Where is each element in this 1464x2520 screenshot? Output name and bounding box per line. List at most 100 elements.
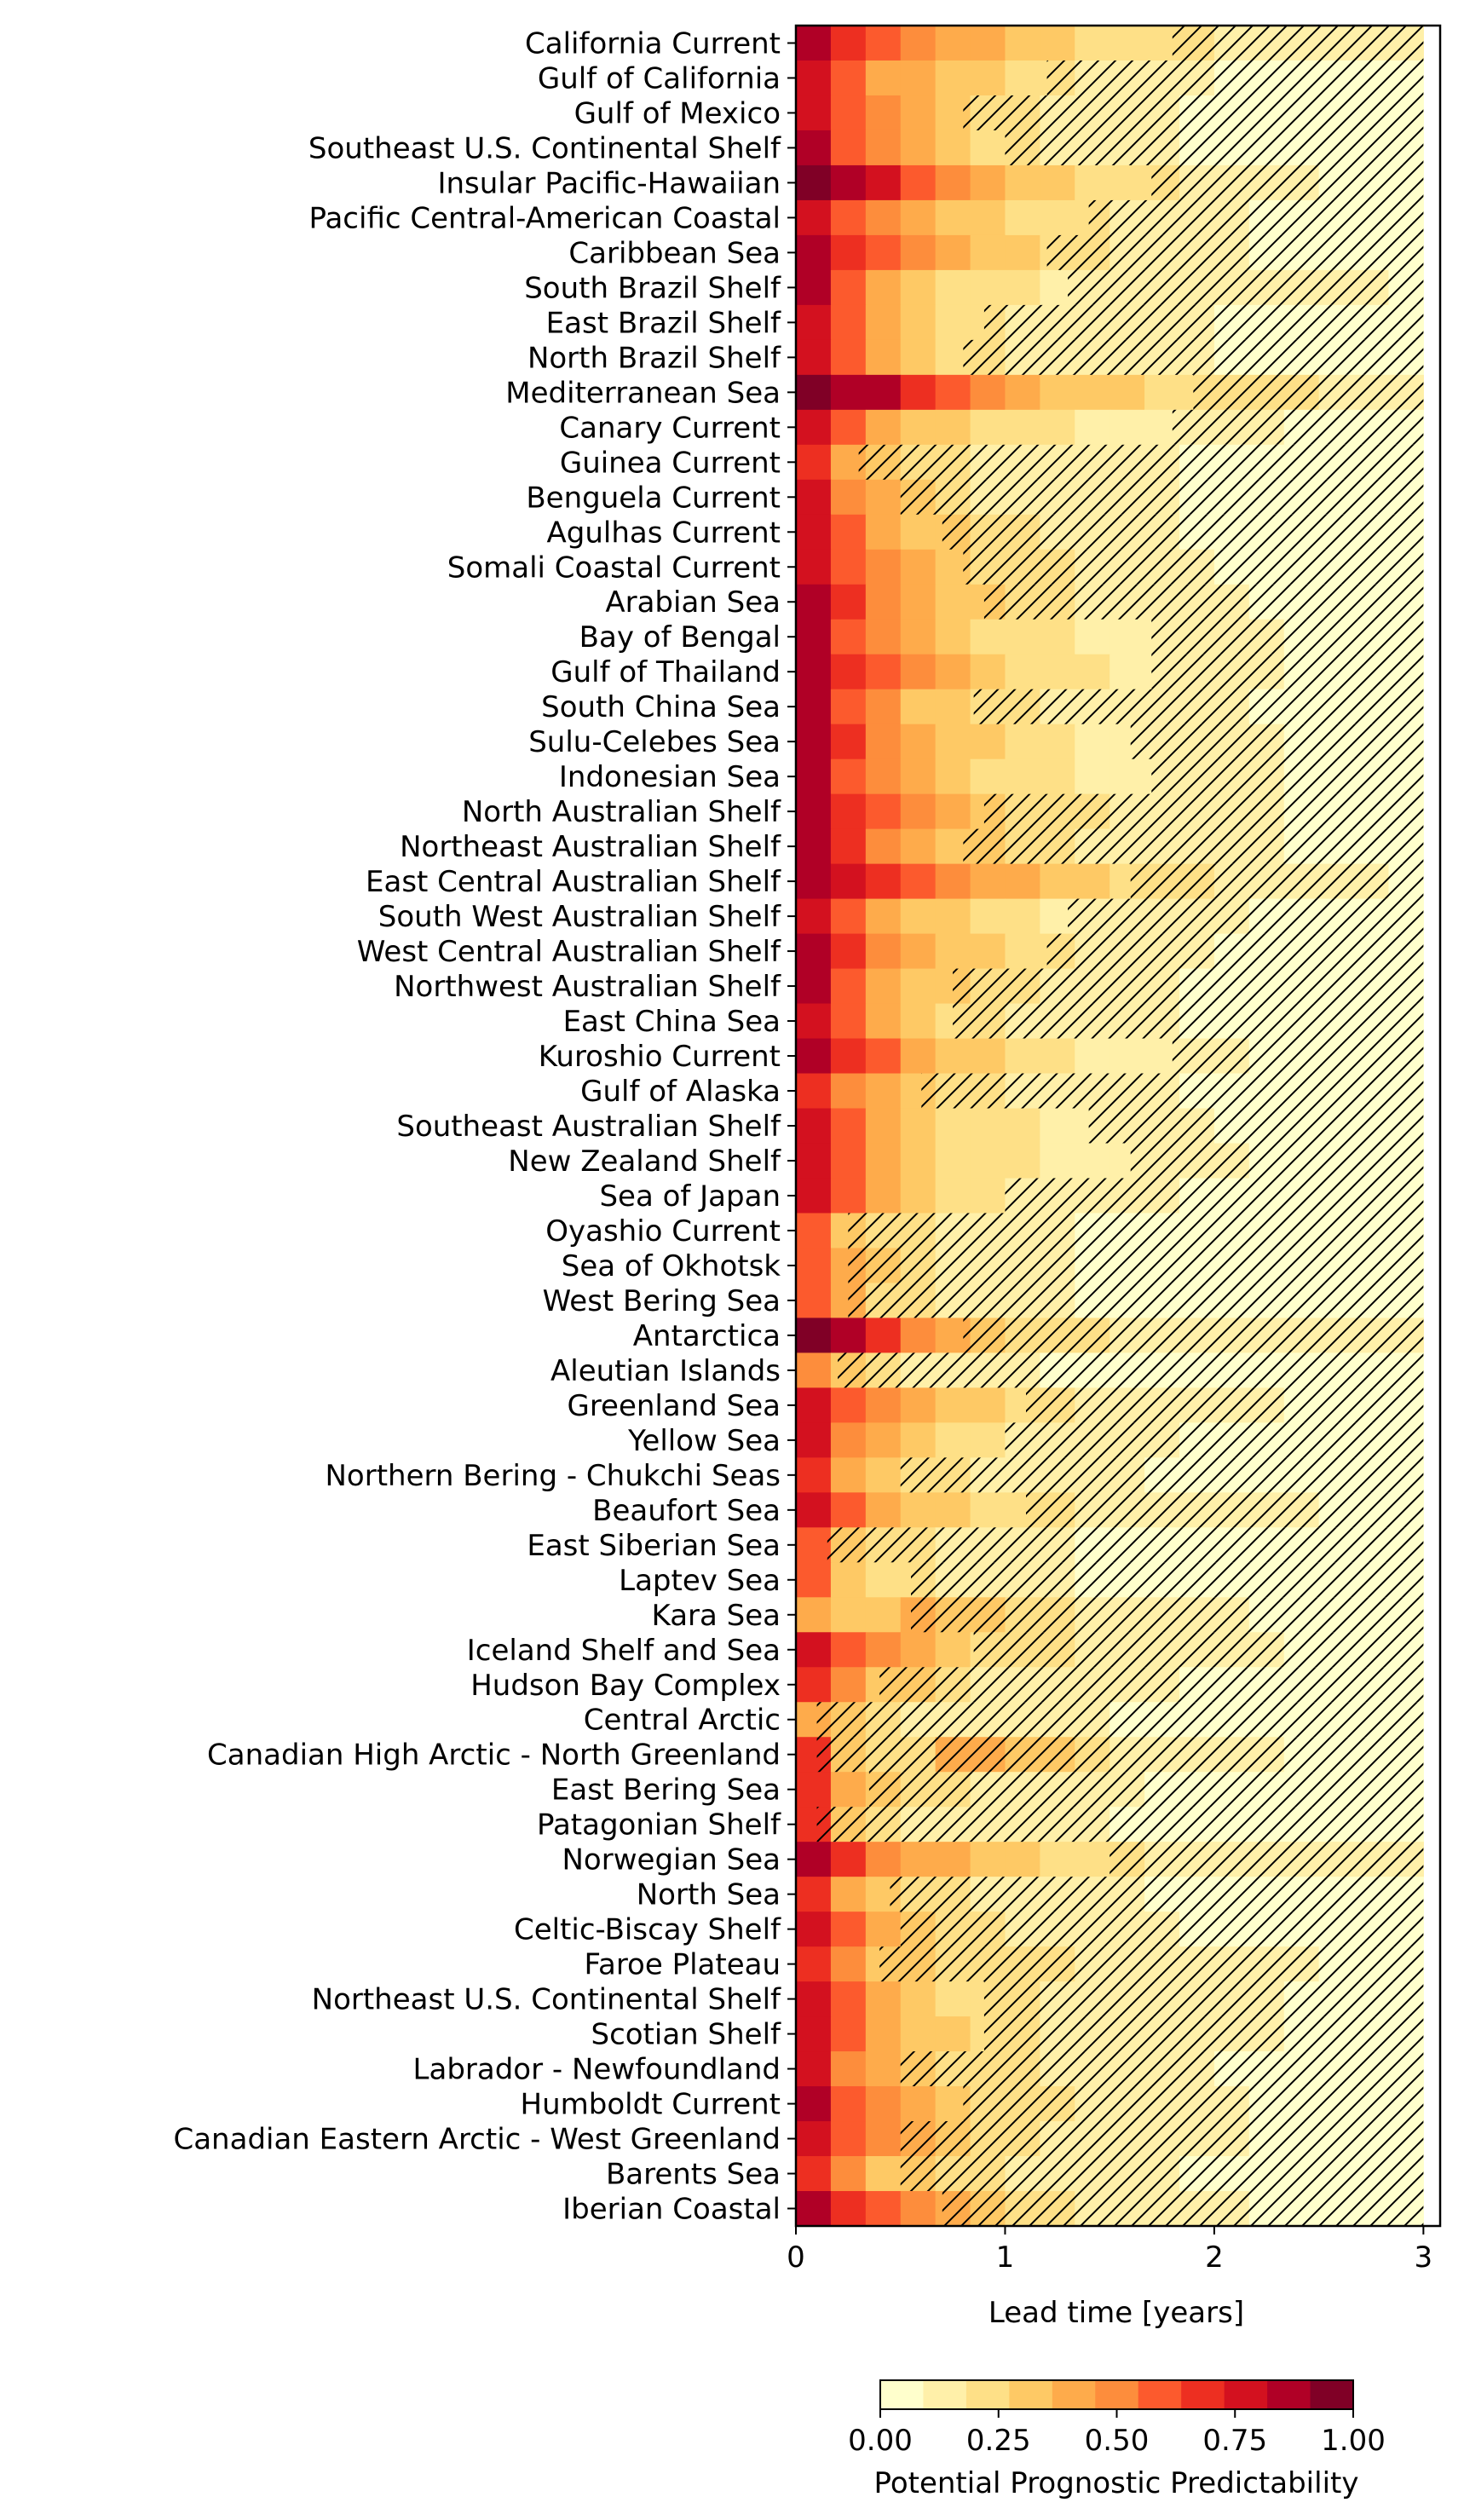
- heatmap-cell: [865, 1492, 902, 1528]
- heatmap-cell: [865, 758, 902, 795]
- heatmap-cell: [970, 933, 1006, 970]
- heatmap-cell: [796, 130, 832, 166]
- heatmap-cell: [796, 164, 832, 201]
- heatmap-cell: [1005, 269, 1040, 306]
- heatmap-cell: [796, 1003, 832, 1040]
- hatch-area: [973, 689, 1424, 724]
- heatmap-cell: [935, 1422, 971, 1458]
- heatmap-cell: [830, 2016, 867, 2052]
- heatmap-cell: [970, 164, 1006, 201]
- heatmap-cell: [865, 199, 902, 236]
- heatmap-cell: [796, 1912, 832, 1947]
- heatmap-cell: [900, 514, 937, 551]
- heatmap-cell: [935, 863, 971, 900]
- heatmap-cell: [796, 199, 832, 236]
- region-label: Sea of Japan: [599, 1179, 781, 1214]
- hatch-area: [900, 1912, 1424, 1947]
- heatmap-cell: [900, 1108, 937, 1145]
- region-label: Northeast Australian Shelf: [400, 830, 781, 864]
- heatmap-cell: [1110, 409, 1145, 446]
- heatmap-cell: [900, 1422, 937, 1458]
- heatmap-cell: [865, 828, 902, 865]
- region-label: California Current: [525, 26, 781, 61]
- heatmap-cell: [935, 584, 971, 620]
- heatmap-cell: [796, 1283, 832, 1319]
- heatmap-cell: [1075, 1143, 1110, 1179]
- colorbar-segment: [923, 2380, 967, 2409]
- region-label: Iberian Coastal: [562, 2193, 781, 2227]
- heatmap-cell: [1040, 164, 1075, 201]
- region-label: Kara Sea: [652, 1599, 781, 1633]
- heatmap-cell: [865, 619, 902, 655]
- heatmap-cell: [796, 1108, 832, 1145]
- heatmap-cell: [935, 1632, 971, 1668]
- heatmap-cell: [900, 60, 937, 96]
- heatmap-cell: [830, 1073, 867, 1110]
- heatmap-cell: [830, 304, 867, 341]
- heatmap-cell: [935, 724, 971, 760]
- heatmap-cell: [830, 584, 867, 620]
- heatmap-cell: [865, 2051, 902, 2087]
- heatmap-cell: [796, 1772, 832, 1808]
- region-label: Caribbean Sea: [568, 236, 781, 270]
- hatch-area: [1026, 1387, 1424, 1423]
- hatch-area: [848, 1283, 1424, 1318]
- heatmap-cell: [1110, 654, 1145, 690]
- heatmap-cell: [830, 1912, 867, 1947]
- region-label: Northeast U.S. Continental Shelf: [312, 1983, 781, 2017]
- colorbar-segment: [1095, 2380, 1139, 2409]
- heatmap-cell: [1075, 409, 1110, 446]
- heatmap-cell: [796, 1387, 832, 1423]
- hatch-area: [900, 479, 1424, 515]
- heatmap-cell: [796, 619, 832, 655]
- heatmap-cell: [1005, 654, 1040, 690]
- region-label: Antarctica: [633, 1319, 781, 1353]
- hatch-area: [838, 1352, 1424, 1388]
- heatmap-cell: [970, 26, 1006, 61]
- heatmap-cell: [900, 933, 937, 970]
- heatmap-cell: [830, 2051, 867, 2087]
- hatch-area: [1068, 269, 1424, 305]
- heatmap-cell: [865, 2156, 902, 2192]
- heatmap-cell: [1110, 26, 1145, 61]
- heatmap-cell: [1075, 164, 1110, 201]
- heatmap-cell: [1040, 1842, 1075, 1877]
- region-label: Central Arctic: [584, 1704, 781, 1738]
- region-label: Kuroshio Current: [539, 1040, 781, 1074]
- heatmap-cell: [865, 26, 902, 61]
- heatmap-cell: [865, 724, 902, 760]
- heatmap-cell: [830, 2121, 867, 2157]
- heatmap-cell: [830, 828, 867, 865]
- heatmap-cell: [796, 689, 832, 725]
- heatmap-cell: [865, 269, 902, 306]
- x-tick-label: 3: [1415, 2240, 1433, 2275]
- heatmap-cell: [970, 1038, 1006, 1075]
- heatmap-cell: [796, 1562, 832, 1598]
- heatmap-cell: [1005, 60, 1040, 96]
- region-label: Canadian Eastern Arctic - West Greenland: [173, 2123, 781, 2157]
- hatch-area: [816, 1807, 1424, 1842]
- heatmap-cell: [1005, 1108, 1040, 1145]
- heatmap-cell: [796, 549, 832, 585]
- region-label: South West Australian Shelf: [378, 900, 781, 934]
- heatmap-cell: [865, 1178, 902, 1214]
- heatmap-cell: [796, 898, 832, 935]
- heatmap-cell: [970, 1178, 1006, 1214]
- heatmap-cell: [970, 863, 1006, 900]
- region-label: Bay of Bengal: [579, 620, 781, 655]
- heatmap-cell: [865, 1562, 902, 1598]
- hatch-area: [848, 1213, 1424, 1248]
- hatch-area: [1172, 409, 1424, 445]
- colorbar-tick-label: 0.00: [848, 2424, 913, 2458]
- hatch-area: [1005, 130, 1424, 165]
- heatmap-cell: [900, 793, 937, 830]
- hatch-area: [1172, 26, 1424, 61]
- hatch-area: [963, 828, 1424, 864]
- heatmap-cell: [935, 1143, 971, 1179]
- hatch-area: [942, 2191, 1424, 2226]
- heatmap-cell: [796, 758, 832, 795]
- heatmap-cell: [935, 898, 971, 935]
- hatch-area: [1110, 1842, 1424, 1877]
- region-label: Gulf of Thailand: [550, 655, 781, 689]
- heatmap-cell: [900, 234, 937, 271]
